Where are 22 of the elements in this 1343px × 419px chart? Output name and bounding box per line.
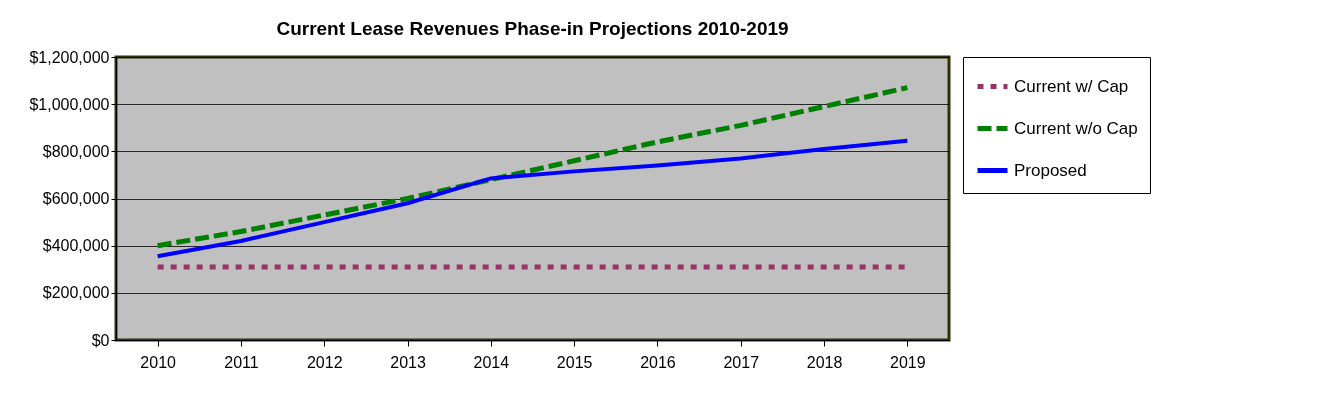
y-tick-label: $800,000 bbox=[42, 142, 110, 160]
y-tick-label: $600,000 bbox=[42, 190, 110, 207]
legend-label: Proposed bbox=[1014, 160, 1087, 180]
x-tick-label: 2012 bbox=[306, 353, 343, 371]
x-tick-label: 2013 bbox=[390, 353, 426, 371]
y-tick-label: $200,000 bbox=[42, 284, 110, 302]
x-tick-label: 2010 bbox=[140, 353, 177, 371]
x-tick-label: 2014 bbox=[473, 353, 510, 371]
x-tick-label: 2015 bbox=[556, 353, 593, 371]
legend-label: Current w/ Cap bbox=[1014, 76, 1129, 96]
y-tick-label: $1,200,000 bbox=[29, 48, 110, 66]
line-series bbox=[155, 138, 910, 259]
y-tick-label: $1,000,000 bbox=[29, 95, 110, 113]
legend-label: Current w/o Cap bbox=[1014, 118, 1138, 138]
chart-title: Current Lease Revenues Phase-in Projections 2010-2019 bbox=[276, 18, 789, 39]
x-tick-label: 2019 bbox=[890, 353, 926, 371]
x-tick-label: 2011 bbox=[224, 353, 259, 371]
y-tick-label: $0 bbox=[91, 331, 110, 349]
x-tick-label: 2018 bbox=[806, 353, 843, 371]
x-tick-label: 2016 bbox=[640, 353, 676, 371]
y-tick-label: $400,000 bbox=[42, 237, 110, 255]
x-tick-label: 2017 bbox=[723, 353, 760, 371]
